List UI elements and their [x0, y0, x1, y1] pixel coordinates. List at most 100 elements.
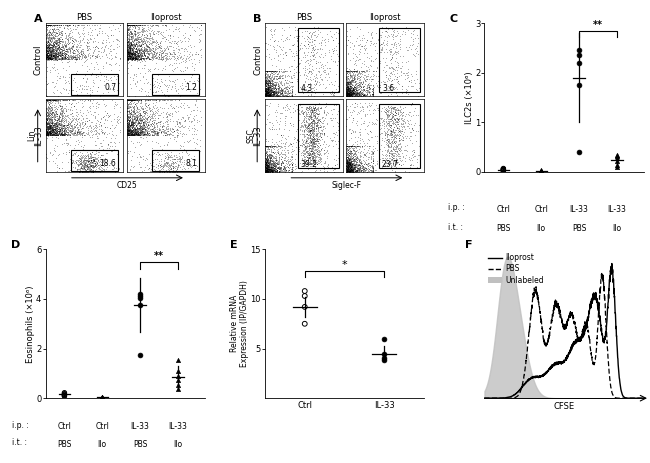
- Point: [97, 164, 107, 172]
- Point: [393, 160, 404, 168]
- Point: [133, 97, 143, 105]
- Point: [148, 131, 159, 138]
- Point: [63, 131, 73, 138]
- Point: [388, 118, 398, 125]
- Point: [138, 118, 149, 125]
- Point: [346, 143, 356, 150]
- Point: [266, 67, 277, 74]
- Point: [346, 77, 357, 85]
- Point: [279, 164, 289, 172]
- Point: [313, 31, 323, 38]
- Point: [135, 133, 146, 141]
- Point: [386, 122, 396, 129]
- Point: [172, 165, 182, 173]
- Point: [113, 81, 124, 88]
- Point: [262, 157, 272, 164]
- Point: [157, 123, 168, 131]
- Point: [346, 165, 356, 173]
- Point: [305, 60, 315, 68]
- Point: [79, 158, 90, 166]
- Point: [48, 47, 58, 54]
- Point: [142, 34, 152, 42]
- Point: [72, 130, 83, 137]
- Point: [68, 21, 78, 28]
- Point: [158, 128, 168, 136]
- Point: [150, 42, 160, 50]
- Point: [372, 139, 382, 147]
- Point: [57, 102, 67, 109]
- Point: [261, 88, 272, 95]
- Point: [66, 44, 77, 51]
- Point: [350, 158, 360, 165]
- Point: [265, 76, 275, 83]
- Point: [57, 49, 67, 56]
- Point: [391, 40, 401, 47]
- Point: [263, 82, 274, 89]
- Point: [351, 168, 361, 175]
- Point: [341, 168, 352, 175]
- Point: [306, 138, 317, 145]
- Point: [343, 78, 353, 85]
- Point: [281, 49, 291, 56]
- Point: [346, 91, 356, 98]
- Point: [79, 23, 89, 31]
- Point: [88, 168, 98, 175]
- Point: [309, 136, 319, 144]
- Point: [155, 39, 166, 47]
- Point: [346, 157, 356, 165]
- Point: [359, 117, 369, 125]
- Point: [350, 160, 360, 167]
- Point: [159, 97, 169, 104]
- Point: [262, 80, 272, 88]
- Point: [261, 77, 272, 85]
- Point: [358, 93, 368, 100]
- Point: [382, 132, 392, 140]
- Point: [94, 27, 105, 35]
- Point: [130, 131, 140, 139]
- Point: [45, 53, 55, 61]
- Point: [135, 58, 145, 65]
- Point: [261, 88, 271, 95]
- Point: [309, 86, 319, 93]
- Point: [60, 34, 70, 42]
- Point: [175, 168, 185, 175]
- Point: [394, 136, 404, 144]
- Point: [281, 34, 292, 41]
- Point: [400, 59, 411, 66]
- Point: [343, 89, 354, 96]
- Point: [142, 131, 153, 138]
- Point: [164, 125, 175, 133]
- Point: [377, 155, 387, 162]
- Point: [138, 55, 149, 63]
- Point: [47, 123, 58, 131]
- Point: [127, 33, 137, 40]
- Point: [135, 52, 146, 60]
- Point: [309, 116, 320, 124]
- Point: [174, 59, 185, 66]
- Point: [306, 127, 316, 134]
- Point: [382, 115, 393, 122]
- Point: [45, 122, 55, 130]
- Point: [41, 43, 51, 50]
- Point: [127, 131, 138, 138]
- Point: [40, 51, 51, 59]
- Point: [54, 125, 64, 132]
- Point: [382, 136, 393, 143]
- Point: [348, 168, 359, 175]
- Point: [268, 74, 278, 81]
- Point: [123, 41, 133, 49]
- Point: [109, 98, 120, 105]
- Point: [263, 162, 273, 169]
- Point: [262, 76, 272, 83]
- Point: [42, 35, 53, 42]
- Point: [49, 125, 59, 132]
- Point: [192, 106, 202, 114]
- Point: [304, 112, 315, 119]
- Point: [131, 131, 141, 138]
- Point: [130, 30, 140, 38]
- Point: [343, 90, 353, 97]
- Point: [142, 54, 152, 61]
- Point: [394, 161, 404, 168]
- Point: [349, 84, 359, 91]
- Point: [265, 162, 275, 169]
